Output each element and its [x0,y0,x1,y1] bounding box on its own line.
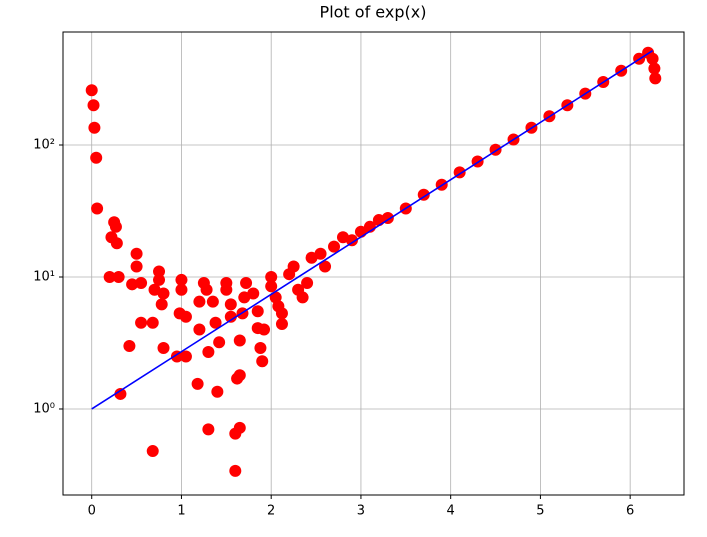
point [240,277,253,290]
point [265,280,278,293]
point [130,260,143,273]
point [258,323,271,336]
point [209,316,222,329]
point [275,318,288,331]
point [211,385,224,398]
point [254,341,267,354]
point [229,464,242,477]
x-tick-label: 1 [177,504,185,519]
x-tick-label: 5 [536,504,544,519]
point [287,260,300,273]
point [155,298,168,311]
point [200,283,213,296]
point [88,121,101,134]
chart-title: Plot of exp(x) [320,3,427,22]
point [220,283,233,296]
point [90,151,103,164]
point [126,278,139,291]
plot-frame [62,31,685,496]
point [112,270,125,283]
point [319,260,332,273]
point [648,62,661,75]
point [256,355,269,368]
point [193,295,206,308]
x-tick-label: 4 [447,504,455,519]
point [649,72,662,85]
point [233,421,246,434]
x-tick-label: 6 [626,504,634,519]
point [130,247,143,260]
point [85,84,98,97]
point [87,99,100,112]
point [296,291,309,304]
point [251,305,264,318]
point [233,369,246,382]
point [206,295,219,308]
point [265,270,278,283]
point [91,202,104,215]
point [135,277,148,290]
point [153,273,166,286]
point [109,220,122,233]
point [202,423,215,436]
point [224,310,237,323]
point [305,251,318,264]
x-tick-label: 2 [267,504,275,519]
point [179,350,192,363]
x-tick-label: 3 [357,504,365,519]
point [146,316,159,329]
point [247,287,260,300]
point [175,273,188,286]
point [314,247,327,260]
point [157,287,170,300]
point [224,298,237,311]
point [157,341,170,354]
point [193,323,206,336]
point [213,336,226,349]
point [275,307,288,320]
line [91,50,654,410]
point [328,240,341,253]
point [345,234,358,247]
point [646,52,659,65]
point [148,283,161,296]
point [135,316,148,329]
y-tick-label: 10¹ [33,269,55,284]
point [238,291,251,304]
point [175,283,188,296]
point [146,445,159,458]
point [103,270,116,283]
point [110,237,123,250]
point [191,377,204,390]
y-tick-label: 10⁰ [33,401,55,416]
point [301,277,314,290]
point [417,188,430,201]
point [202,346,215,359]
point [233,334,246,347]
point [153,265,166,278]
point [114,387,127,400]
x-tick-label: 0 [88,504,96,519]
y-tick-label: 10² [33,138,55,153]
point [179,310,192,323]
point [123,340,136,353]
